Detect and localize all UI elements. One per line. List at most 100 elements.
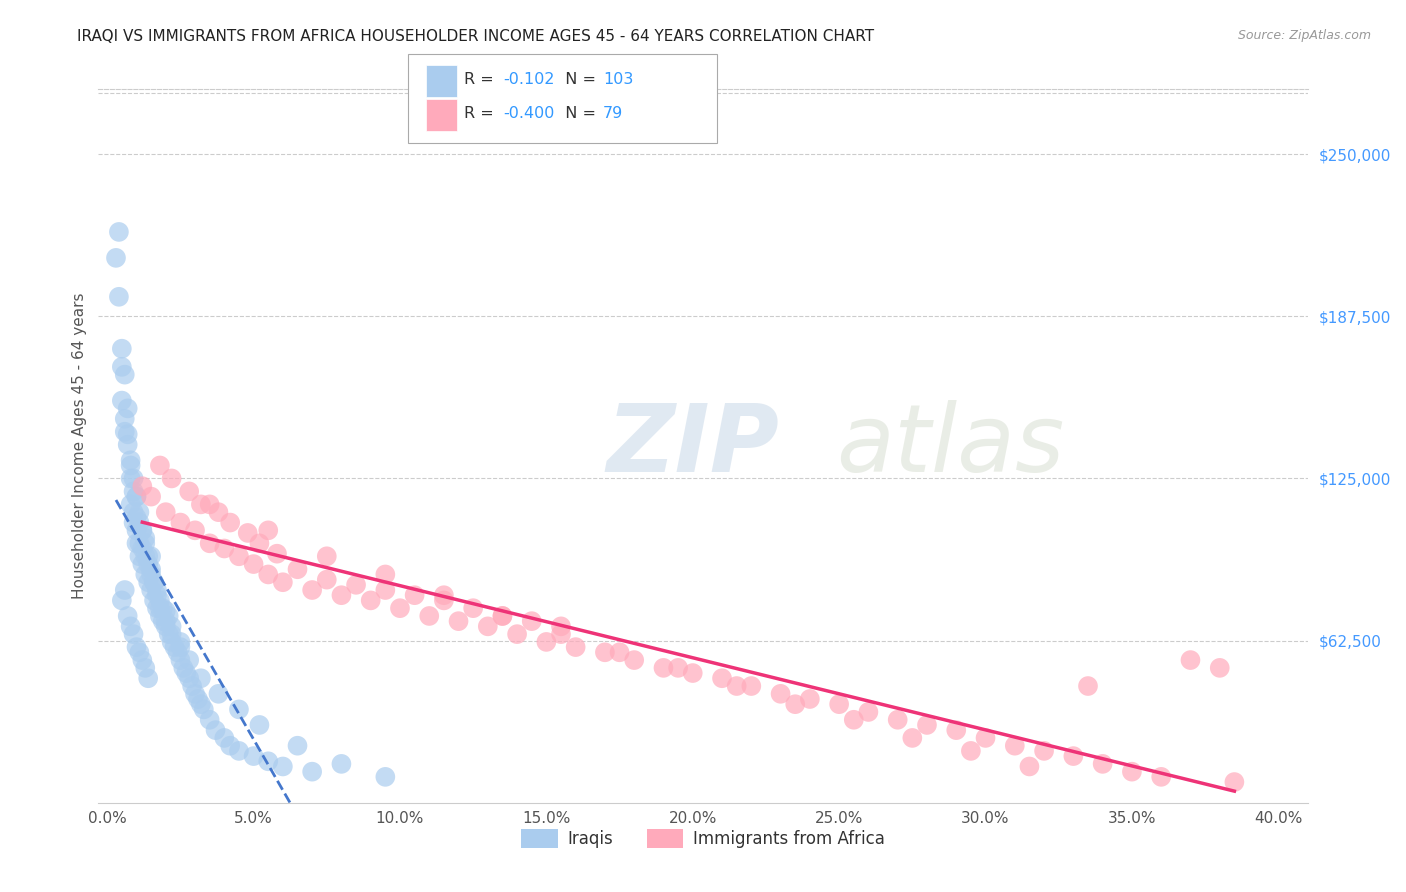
Point (134, 536, 156, 550)
Point (915, 718, 938, 732)
Point (725, 679, 748, 693)
Point (117, 401, 139, 416)
Point (271, 575, 294, 590)
Point (330, 588, 353, 602)
Point (179, 653, 201, 667)
Point (1209, 661, 1232, 675)
Point (374, 770, 396, 784)
Point (125, 524, 148, 538)
Point (169, 635, 191, 649)
Point (136, 575, 159, 590)
Point (257, 524, 280, 538)
Point (136, 549, 159, 564)
Point (257, 754, 280, 768)
Point (198, 497, 221, 511)
Point (301, 764, 323, 779)
Text: -0.102: -0.102 (503, 72, 555, 87)
Point (287, 739, 309, 753)
Point (134, 549, 156, 564)
Point (181, 679, 204, 693)
Point (858, 705, 880, 719)
Text: N =: N = (555, 72, 602, 87)
Point (114, 425, 136, 439)
Point (125, 640, 148, 654)
Point (1033, 744, 1056, 758)
Point (125, 490, 148, 504)
Point (315, 573, 337, 587)
Point (609, 645, 631, 659)
Point (550, 619, 572, 633)
Point (155, 505, 177, 519)
Point (769, 687, 792, 701)
Point (149, 601, 172, 615)
Point (593, 645, 616, 659)
Point (120, 471, 142, 485)
Point (828, 697, 851, 711)
Point (1223, 775, 1246, 789)
Text: -0.400: -0.400 (503, 106, 555, 120)
Point (152, 601, 174, 615)
Point (491, 609, 513, 624)
Point (108, 290, 131, 304)
Point (160, 627, 183, 641)
Point (122, 471, 145, 485)
Point (184, 524, 207, 538)
Point (128, 505, 150, 519)
Point (146, 601, 169, 615)
Point (149, 458, 172, 473)
Point (111, 342, 134, 356)
Point (139, 567, 162, 582)
Point (520, 614, 543, 628)
Point (228, 744, 250, 758)
Point (169, 653, 191, 667)
Point (711, 671, 734, 685)
Point (139, 549, 162, 564)
Point (564, 640, 586, 654)
Point (228, 702, 250, 716)
Point (122, 505, 145, 519)
Point (198, 536, 221, 550)
Point (842, 713, 865, 727)
Point (886, 713, 908, 727)
Point (179, 671, 201, 685)
Point (117, 609, 139, 624)
Point (114, 368, 136, 382)
Point (104, 251, 127, 265)
Point (136, 557, 159, 571)
Point (120, 619, 142, 633)
Point (242, 749, 264, 764)
Point (974, 731, 997, 745)
Point (122, 627, 145, 641)
Point (125, 536, 148, 550)
Point (360, 593, 382, 607)
Point (117, 427, 139, 442)
Point (114, 411, 136, 425)
Text: N =: N = (555, 106, 602, 120)
Point (242, 557, 264, 571)
Point (184, 687, 207, 701)
Point (169, 516, 191, 530)
Point (219, 739, 242, 753)
Point (155, 619, 177, 633)
Point (139, 490, 162, 504)
Point (149, 609, 172, 624)
Point (666, 661, 689, 675)
Point (120, 453, 142, 467)
Point (228, 549, 250, 564)
Point (187, 692, 209, 706)
Point (477, 619, 499, 633)
Point (388, 601, 411, 615)
Point (901, 731, 924, 745)
Point (155, 614, 177, 628)
Point (131, 541, 153, 556)
Point (131, 479, 153, 493)
Point (117, 438, 139, 452)
Point (287, 562, 309, 576)
Point (143, 575, 166, 590)
Point (131, 653, 153, 667)
Point (128, 536, 150, 550)
Point (1121, 764, 1143, 779)
Point (207, 687, 229, 701)
Point (166, 645, 188, 659)
Point (120, 497, 142, 511)
